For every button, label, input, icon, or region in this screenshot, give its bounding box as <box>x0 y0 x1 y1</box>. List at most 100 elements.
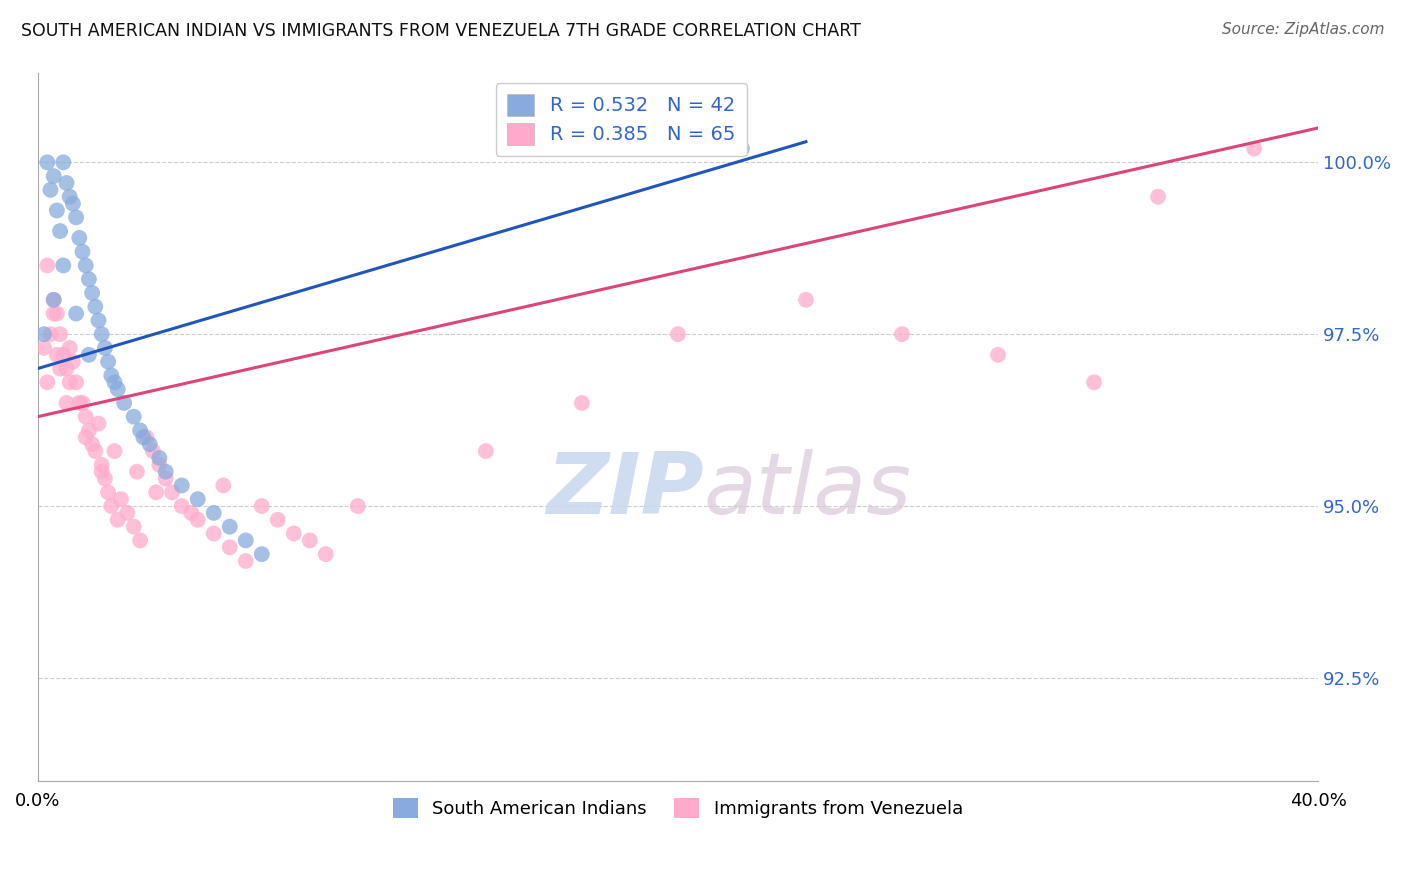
Text: atlas: atlas <box>703 450 911 533</box>
Point <box>129 424 152 438</box>
Point <box>117 506 139 520</box>
Point <box>138 437 160 451</box>
Legend: South American Indians, Immigrants from Venezuela: South American Indians, Immigrants from … <box>385 790 970 825</box>
Point <box>72 244 94 259</box>
Point <box>132 430 155 444</box>
Point <box>94 341 117 355</box>
Point <box>32 327 55 342</box>
Point <box>97 354 120 368</box>
Point <box>155 465 177 479</box>
Point <box>87 417 110 431</box>
Point <box>122 519 145 533</box>
Point <box>59 376 82 390</box>
Point <box>1243 142 1265 156</box>
Point <box>155 471 177 485</box>
Point <box>82 437 104 451</box>
Point <box>55 361 77 376</box>
Point <box>107 382 129 396</box>
Point <box>39 183 62 197</box>
Point <box>37 259 59 273</box>
Point <box>187 492 209 507</box>
Point <box>315 547 337 561</box>
Point <box>110 492 132 507</box>
Point <box>103 376 125 390</box>
Point <box>112 396 135 410</box>
Point <box>94 471 117 485</box>
Point <box>218 541 240 555</box>
Text: ZIP: ZIP <box>546 450 703 533</box>
Point <box>1147 190 1170 204</box>
Point <box>42 169 65 183</box>
Point <box>37 376 59 390</box>
Point <box>75 430 97 444</box>
Point <box>55 176 77 190</box>
Point <box>59 341 82 355</box>
Point <box>52 259 75 273</box>
Point <box>135 430 157 444</box>
Point <box>160 485 183 500</box>
Point <box>84 444 107 458</box>
Point <box>202 506 225 520</box>
Point <box>187 513 209 527</box>
Point <box>90 465 112 479</box>
Point <box>45 203 67 218</box>
Point <box>1083 376 1105 390</box>
Point <box>75 409 97 424</box>
Point <box>987 348 1010 362</box>
Point <box>107 513 129 527</box>
Point <box>90 327 112 342</box>
Point <box>87 313 110 327</box>
Point <box>90 458 112 472</box>
Point <box>84 300 107 314</box>
Point <box>77 272 100 286</box>
Point <box>100 368 122 383</box>
Point <box>170 499 193 513</box>
Point <box>59 190 82 204</box>
Point <box>250 547 273 561</box>
Point <box>100 499 122 513</box>
Point <box>235 533 257 548</box>
Point <box>250 499 273 513</box>
Point <box>45 348 67 362</box>
Point <box>67 396 90 410</box>
Point <box>42 307 65 321</box>
Point <box>65 307 87 321</box>
Point <box>148 450 170 465</box>
Point <box>77 348 100 362</box>
Point <box>148 458 170 472</box>
Point <box>298 533 321 548</box>
Point <box>65 376 87 390</box>
Point <box>82 285 104 300</box>
Point <box>170 478 193 492</box>
Point <box>42 293 65 307</box>
Point <box>49 327 72 342</box>
Point <box>666 327 689 342</box>
Point <box>891 327 914 342</box>
Point <box>346 499 368 513</box>
Point <box>571 396 593 410</box>
Point <box>202 526 225 541</box>
Point <box>52 155 75 169</box>
Point <box>283 526 305 541</box>
Point <box>32 341 55 355</box>
Point <box>129 533 152 548</box>
Point <box>52 348 75 362</box>
Point <box>212 478 235 492</box>
Point <box>235 554 257 568</box>
Point <box>49 361 72 376</box>
Point <box>180 506 202 520</box>
Point <box>75 259 97 273</box>
Point <box>62 196 84 211</box>
Point <box>42 293 65 307</box>
Point <box>97 485 120 500</box>
Point <box>145 485 167 500</box>
Point <box>39 327 62 342</box>
Point <box>794 293 817 307</box>
Point <box>103 444 125 458</box>
Text: SOUTH AMERICAN INDIAN VS IMMIGRANTS FROM VENEZUELA 7TH GRADE CORRELATION CHART: SOUTH AMERICAN INDIAN VS IMMIGRANTS FROM… <box>21 22 860 40</box>
Point <box>37 155 59 169</box>
Point <box>122 409 145 424</box>
Point <box>49 224 72 238</box>
Point <box>125 465 148 479</box>
Point <box>62 354 84 368</box>
